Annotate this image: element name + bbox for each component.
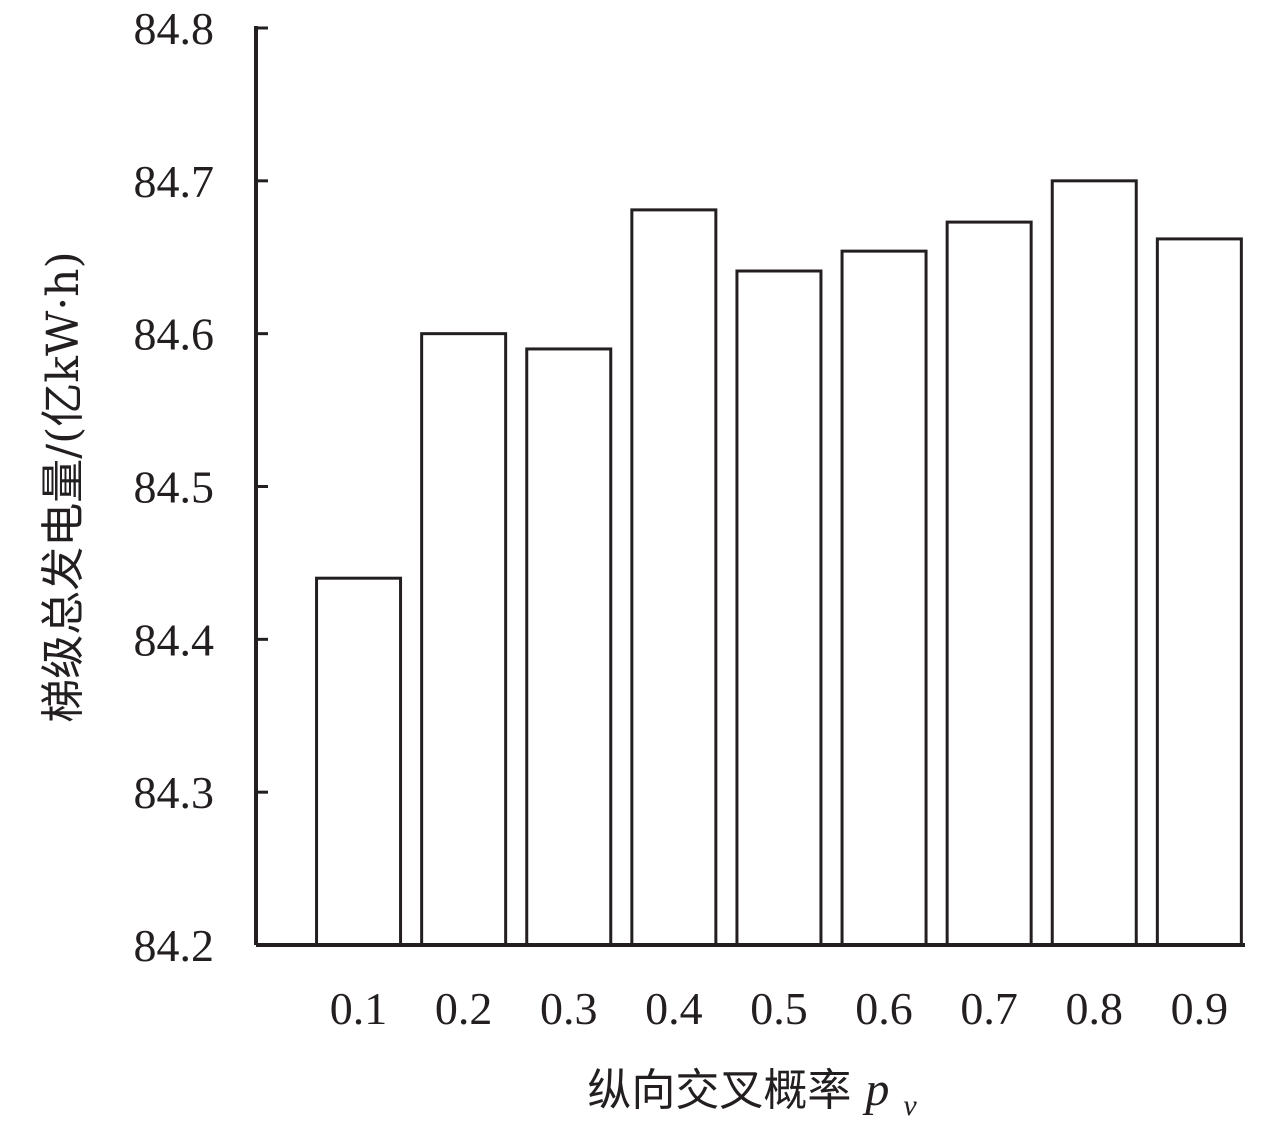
- bar-0.1: [315, 576, 403, 947]
- bar-0.3: [525, 347, 613, 947]
- bar-0.9: [1155, 237, 1243, 947]
- bar-0.8: [1050, 179, 1138, 947]
- x-axis-title-symbol: p: [862, 1063, 889, 1116]
- x-tick-label: 0.4: [645, 983, 703, 1034]
- y-tick-label: 84.4: [134, 614, 215, 665]
- y-axis-ticks: 84.2 84.3 84.4 84.5 84.6 84.7 84.8: [134, 3, 268, 971]
- bar-0.6: [840, 249, 928, 947]
- y-tick-label: 84.6: [134, 309, 215, 360]
- bar-0.2: [420, 332, 508, 947]
- x-tick-label: 0.6: [855, 983, 913, 1034]
- x-tick-label: 0.9: [1171, 983, 1229, 1034]
- x-axis-title-main: 纵向交叉概率: [587, 1065, 851, 1116]
- x-tick-label: 0.5: [750, 983, 808, 1034]
- bar-0.7: [945, 220, 1033, 947]
- bar-0.5: [735, 269, 823, 947]
- y-tick-label: 84.8: [134, 3, 215, 54]
- bar-0.4: [630, 208, 718, 947]
- x-tick-label: 0.2: [435, 983, 493, 1034]
- x-axis-title-subscript: v: [903, 1089, 917, 1122]
- y-tick-label: 84.3: [134, 767, 215, 818]
- y-tick-label: 84.7: [134, 156, 215, 207]
- x-axis-title: 纵向交叉概率 p v: [587, 1063, 917, 1122]
- x-tick-label: 0.3: [540, 983, 598, 1034]
- x-axis-ticks: 0.1 0.2 0.3 0.4 0.5 0.6 0.7 0.8 0.9: [330, 983, 1228, 1034]
- y-axis-title: 梯级总发电量/(亿kW·h): [38, 251, 89, 722]
- bars-group: [315, 179, 1243, 947]
- y-tick-label: 84.5: [134, 462, 215, 513]
- x-tick-label: 0.7: [960, 983, 1018, 1034]
- x-tick-label: 0.1: [330, 983, 388, 1034]
- x-tick-label: 0.8: [1066, 983, 1124, 1034]
- y-tick-label: 84.2: [134, 920, 215, 971]
